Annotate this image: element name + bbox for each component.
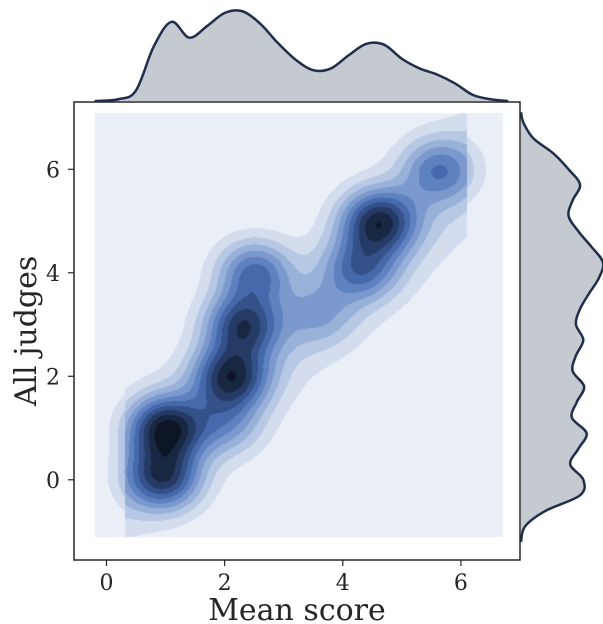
y-axis-ticks: 0 2 4 6 (46, 158, 74, 494)
x-axis-label: Mean score (208, 593, 386, 624)
plot-frame (73, 101, 521, 561)
y-axis-label: All judges (9, 256, 44, 408)
kde-contour-fill (74, 102, 520, 560)
x-tick-label: 0 (99, 571, 113, 596)
x-marginal-line (94, 9, 509, 103)
y-tick-label: 4 (46, 262, 60, 287)
y-marginal-density (519, 112, 603, 543)
y-tick-label: 2 (46, 365, 60, 390)
x-marginal-density (94, 9, 509, 103)
x-tick-label: 4 (336, 571, 350, 596)
x-tick-label: 6 (454, 571, 468, 596)
y-marginal-fill (521, 112, 603, 542)
x-axis-ticks: 0 2 4 6 (99, 560, 468, 596)
x-tick-label: 2 (218, 571, 232, 596)
y-tick-label: 6 (46, 158, 60, 183)
x-marginal-fill (94, 10, 509, 101)
y-tick-label: 0 (46, 469, 60, 494)
y-marginal-line (519, 112, 603, 543)
